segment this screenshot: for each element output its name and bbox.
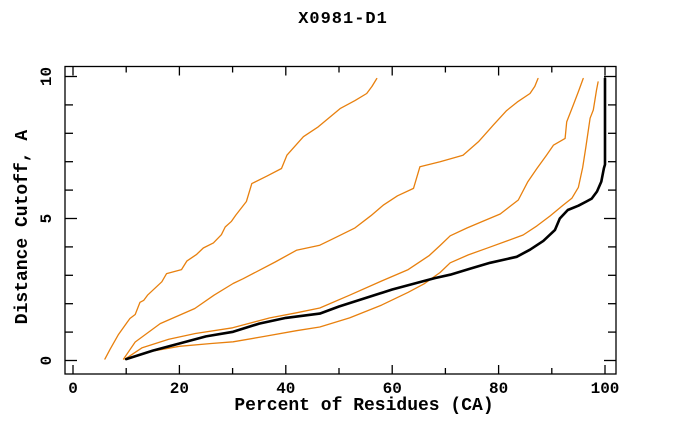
x-axis-label: Percent of Residues (CA) bbox=[234, 396, 494, 416]
x-tick-label: 80 bbox=[489, 380, 508, 398]
model-curve bbox=[122, 77, 539, 360]
x-tick-label: 100 bbox=[591, 380, 620, 398]
x-tick-label: 20 bbox=[170, 380, 189, 398]
x-tick-label: 60 bbox=[383, 380, 402, 398]
model-curve bbox=[124, 77, 584, 360]
x-tick-label: 40 bbox=[276, 380, 295, 398]
x-tick-label: 0 bbox=[68, 380, 78, 398]
plot-frame bbox=[64, 65, 617, 375]
plot-title: X0981-D1 bbox=[298, 10, 388, 29]
y-tick-label: 10 bbox=[38, 67, 56, 86]
model-curve bbox=[104, 77, 378, 360]
highlighted-model-curve bbox=[124, 77, 607, 361]
y-tick-label: 0 bbox=[38, 356, 56, 366]
y-tick-label: 5 bbox=[38, 214, 56, 224]
model-curve bbox=[126, 81, 599, 360]
